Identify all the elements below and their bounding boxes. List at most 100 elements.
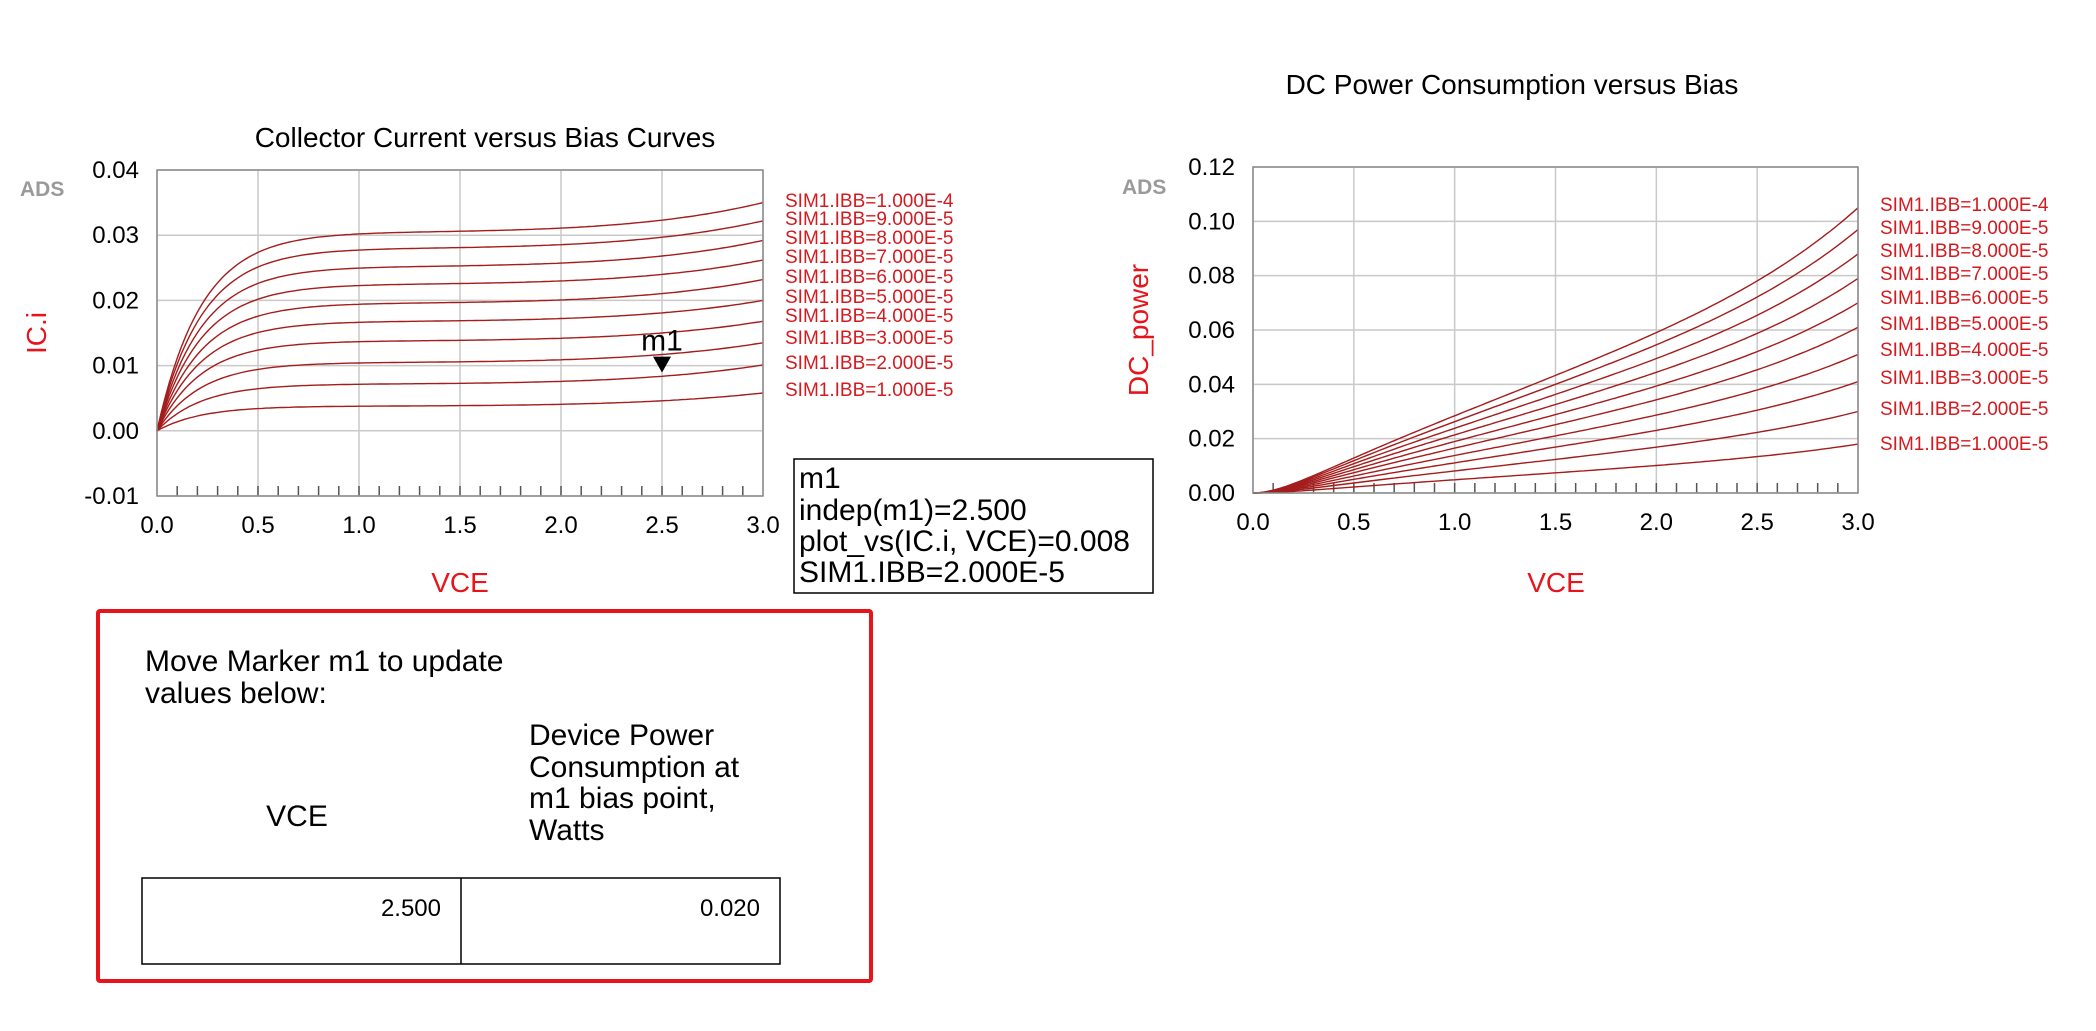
c1-series-line: [156, 342, 764, 432]
c2-legend-entry: SIM1.IBB=8.000E-5: [1880, 241, 2048, 262]
panel-power-value: 0.020: [700, 895, 760, 922]
c1-series-line: [156, 220, 764, 431]
c1-y-tick-label: 0.01: [92, 353, 139, 380]
c1-y-tick-label: 0.02: [92, 287, 139, 314]
c1-legend-entry: SIM1.IBB=4.000E-5: [785, 306, 953, 327]
c2-x-tick-label: 3.0: [1841, 509, 1874, 536]
c2-y-tick-label: 0.02: [1188, 426, 1235, 453]
c2-y-tick-label: 0.06: [1188, 317, 1235, 344]
panel-col1-header: VCE: [266, 800, 328, 833]
c1-series-line: [156, 201, 764, 431]
c2-series-line: [1252, 277, 1859, 494]
panel-red-border: [96, 609, 873, 983]
c2-series-line: [1253, 410, 1859, 494]
c2-x-tick-label: 0.5: [1337, 509, 1370, 536]
c2-legend-entry: SIM1.IBB=1.000E-4: [1880, 195, 2049, 216]
c1-series-line: [156, 299, 764, 432]
c1-legend-entry: SIM1.IBB=8.000E-5: [785, 228, 953, 249]
panel-instruction-line1: Move Marker m1 to update: [145, 645, 504, 678]
c1-x-tick-label: 1.5: [443, 512, 476, 539]
c2-legend-entry: SIM1.IBB=6.000E-5: [1880, 288, 2048, 309]
c2-legend-entry: SIM1.IBB=3.000E-5: [1880, 368, 2048, 389]
c2-series-line: [1252, 326, 1859, 494]
c2-series-line: [1252, 228, 1859, 494]
panel-col2-header-line3: m1 bias point,: [529, 782, 716, 815]
c2-x-tick-label: 0.0: [1236, 509, 1269, 536]
chart1-ads-watermark: ADS: [20, 178, 64, 201]
c1-x-tick-label: 1.0: [342, 512, 375, 539]
marker-m1[interactable]: m1: [641, 325, 683, 373]
c1-series-line: [156, 239, 764, 431]
c1-series-line: [156, 278, 764, 432]
marker-m1-label: m1: [641, 325, 683, 358]
c1-legend-entry: SIM1.IBB=5.000E-5: [785, 287, 953, 308]
marker-readout-frame: [793, 458, 1154, 594]
c2-y-tick-label: 0.04: [1188, 371, 1235, 398]
c2-series-line: [1252, 380, 1859, 494]
c1-x-tick-label: 2.0: [544, 512, 577, 539]
c2-x-tick-label: 2.5: [1740, 509, 1773, 536]
c1-series-line: [156, 392, 764, 432]
c1-legend-entry: SIM1.IBB=2.000E-5: [785, 353, 953, 374]
c1-x-tick-label: 0.5: [241, 512, 274, 539]
marker-results-panel: Move Marker m1 to update values below: V…: [96, 609, 873, 983]
c1-x-tick-label: 2.5: [645, 512, 678, 539]
c1-legend-entry: SIM1.IBB=3.000E-5: [785, 328, 953, 349]
panel-instruction-line2: values below:: [145, 677, 327, 710]
c1-x-tick-label: 0.0: [140, 512, 173, 539]
c1-y-tick-label: -0.01: [84, 483, 139, 510]
c2-legend-entry: SIM1.IBB=1.000E-5: [1880, 434, 2048, 455]
c2-y-tick-label: 0.00: [1188, 480, 1235, 507]
chart2-y-axis-label: DC_power: [1123, 264, 1154, 396]
c2-series-line: [1252, 353, 1859, 494]
c2-series-line: [1252, 302, 1859, 494]
c1-legend-entry: SIM1.IBB=7.000E-5: [785, 247, 953, 268]
panel-col2-header-line2: Consumption at: [529, 751, 740, 784]
chart1-plot-frame: [156, 169, 764, 497]
c1-series-line: [156, 259, 764, 432]
c2-y-tick-label: 0.10: [1188, 208, 1235, 235]
c2-x-tick-label: 2.0: [1640, 509, 1673, 536]
panel-col2-header-line4: Watts: [529, 814, 605, 847]
chart1-x-axis-label: VCE: [431, 567, 489, 598]
panel-col2-header-line1: Device Power: [529, 719, 714, 752]
c1-y-tick-label: 0.00: [92, 418, 139, 445]
c1-y-tick-label: 0.03: [92, 222, 139, 249]
c2-legend-entry: SIM1.IBB=9.000E-5: [1880, 218, 2048, 239]
c2-legend-entry: SIM1.IBB=2.000E-5: [1880, 399, 2048, 420]
c2-y-tick-label: 0.08: [1188, 263, 1235, 290]
chart1-y-axis-label: IC.i: [21, 312, 52, 354]
c2-legend-entry: SIM1.IBB=7.000E-5: [1880, 264, 2048, 285]
chart2-x-axis-label: VCE: [1527, 567, 1585, 598]
c2-legend-entry: SIM1.IBB=5.000E-5: [1880, 314, 2048, 335]
c1-legend-entry: SIM1.IBB=1.000E-4: [785, 191, 954, 212]
c2-series-line: [1253, 443, 1859, 494]
readout-line-indep: indep(m1)=2.500: [799, 494, 1027, 527]
c1-legend-entry: SIM1.IBB=9.000E-5: [785, 209, 953, 230]
c1-series-line: [156, 364, 764, 432]
c1-legend-entry: SIM1.IBB=1.000E-5: [785, 380, 953, 401]
c2-x-tick-label: 1.0: [1438, 509, 1471, 536]
chart2-title: DC Power Consumption versus Bias: [1286, 69, 1739, 100]
c2-x-tick-label: 1.5: [1539, 509, 1572, 536]
c1-y-tick-label: 0.04: [92, 157, 139, 184]
c2-series-line: [1252, 253, 1859, 494]
marker-m1-triangle-icon[interactable]: [653, 356, 671, 373]
chart2-plot-frame: [1252, 166, 1859, 494]
c1-x-tick-label: 3.0: [746, 512, 779, 539]
collector-current-chart: Collector Current versus Bias Curves ADS…: [20, 122, 954, 598]
c2-legend-entry: SIM1.IBB=4.000E-5: [1880, 340, 2048, 361]
c1-legend-entry: SIM1.IBB=6.000E-5: [785, 267, 953, 288]
dc-power-chart: DC Power Consumption versus Bias ADS 0.0…: [1122, 69, 2049, 598]
c1-series-line: [156, 320, 764, 432]
readout-line-ibb: SIM1.IBB=2.000E-5: [799, 556, 1065, 589]
c2-series-line: [1252, 207, 1859, 494]
readout-line-plotvs: plot_vs(IC.i, VCE)=0.008: [799, 525, 1130, 558]
readout-line-name: m1: [799, 462, 841, 495]
c2-y-tick-label: 0.12: [1188, 154, 1235, 181]
chart1-title: Collector Current versus Bias Curves: [255, 122, 716, 153]
chart2-ads-watermark: ADS: [1122, 176, 1166, 199]
marker-readout-box: m1 indep(m1)=2.500 plot_vs(IC.i, VCE)=0.…: [793, 458, 1154, 594]
panel-vce-value: 2.500: [381, 895, 441, 922]
